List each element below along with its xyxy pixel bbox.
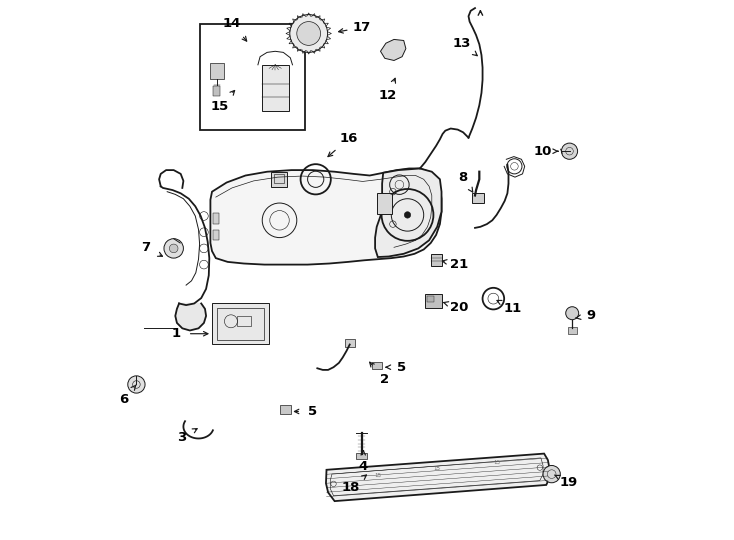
Circle shape — [128, 376, 145, 393]
Text: 5: 5 — [308, 405, 318, 418]
Bar — [425, 294, 442, 308]
Polygon shape — [211, 168, 442, 265]
Circle shape — [404, 212, 411, 218]
Text: 15: 15 — [211, 100, 229, 113]
Bar — [213, 213, 219, 224]
Text: 3: 3 — [177, 431, 186, 444]
Bar — [372, 362, 382, 369]
Text: 19: 19 — [560, 476, 578, 489]
Bar — [356, 453, 367, 459]
Text: 11: 11 — [504, 302, 522, 315]
Bar — [200, 24, 305, 130]
Bar — [427, 296, 434, 302]
Bar — [271, 172, 287, 187]
Bar — [346, 339, 355, 347]
Bar — [213, 86, 220, 96]
Bar — [568, 327, 576, 334]
Text: 15: 15 — [493, 460, 500, 465]
Circle shape — [543, 465, 560, 483]
Text: 15: 15 — [374, 472, 382, 478]
Polygon shape — [380, 39, 406, 60]
Polygon shape — [175, 303, 206, 330]
Text: 2: 2 — [379, 373, 389, 386]
Text: 10: 10 — [534, 145, 552, 158]
Text: 13: 13 — [453, 37, 471, 50]
Circle shape — [562, 143, 578, 159]
Circle shape — [164, 239, 184, 258]
Text: 21: 21 — [450, 258, 468, 271]
Text: 4: 4 — [359, 460, 368, 473]
Text: 5: 5 — [397, 361, 406, 374]
Text: 12: 12 — [379, 89, 397, 102]
Polygon shape — [326, 454, 550, 501]
Text: 16: 16 — [340, 132, 358, 145]
Text: 15: 15 — [434, 466, 441, 471]
Bar — [211, 63, 224, 79]
Polygon shape — [375, 168, 442, 257]
Bar — [377, 193, 392, 214]
Bar — [217, 308, 264, 340]
Bar — [262, 65, 288, 111]
Bar — [237, 316, 251, 326]
Text: 6: 6 — [119, 393, 128, 406]
Text: 18: 18 — [341, 481, 360, 494]
Bar — [431, 254, 442, 266]
Bar — [213, 230, 219, 240]
Text: 7: 7 — [141, 241, 150, 254]
Circle shape — [290, 15, 327, 52]
Text: 20: 20 — [450, 301, 468, 314]
Bar — [212, 303, 269, 344]
Text: 17: 17 — [352, 21, 371, 34]
Bar — [472, 193, 484, 203]
Bar — [274, 174, 284, 183]
Circle shape — [170, 244, 178, 253]
Text: 14: 14 — [222, 17, 241, 30]
Circle shape — [297, 22, 321, 45]
Text: 8: 8 — [458, 171, 468, 184]
Bar — [280, 405, 291, 414]
Text: 9: 9 — [586, 309, 595, 322]
Circle shape — [566, 307, 578, 320]
Text: 1: 1 — [171, 327, 181, 340]
